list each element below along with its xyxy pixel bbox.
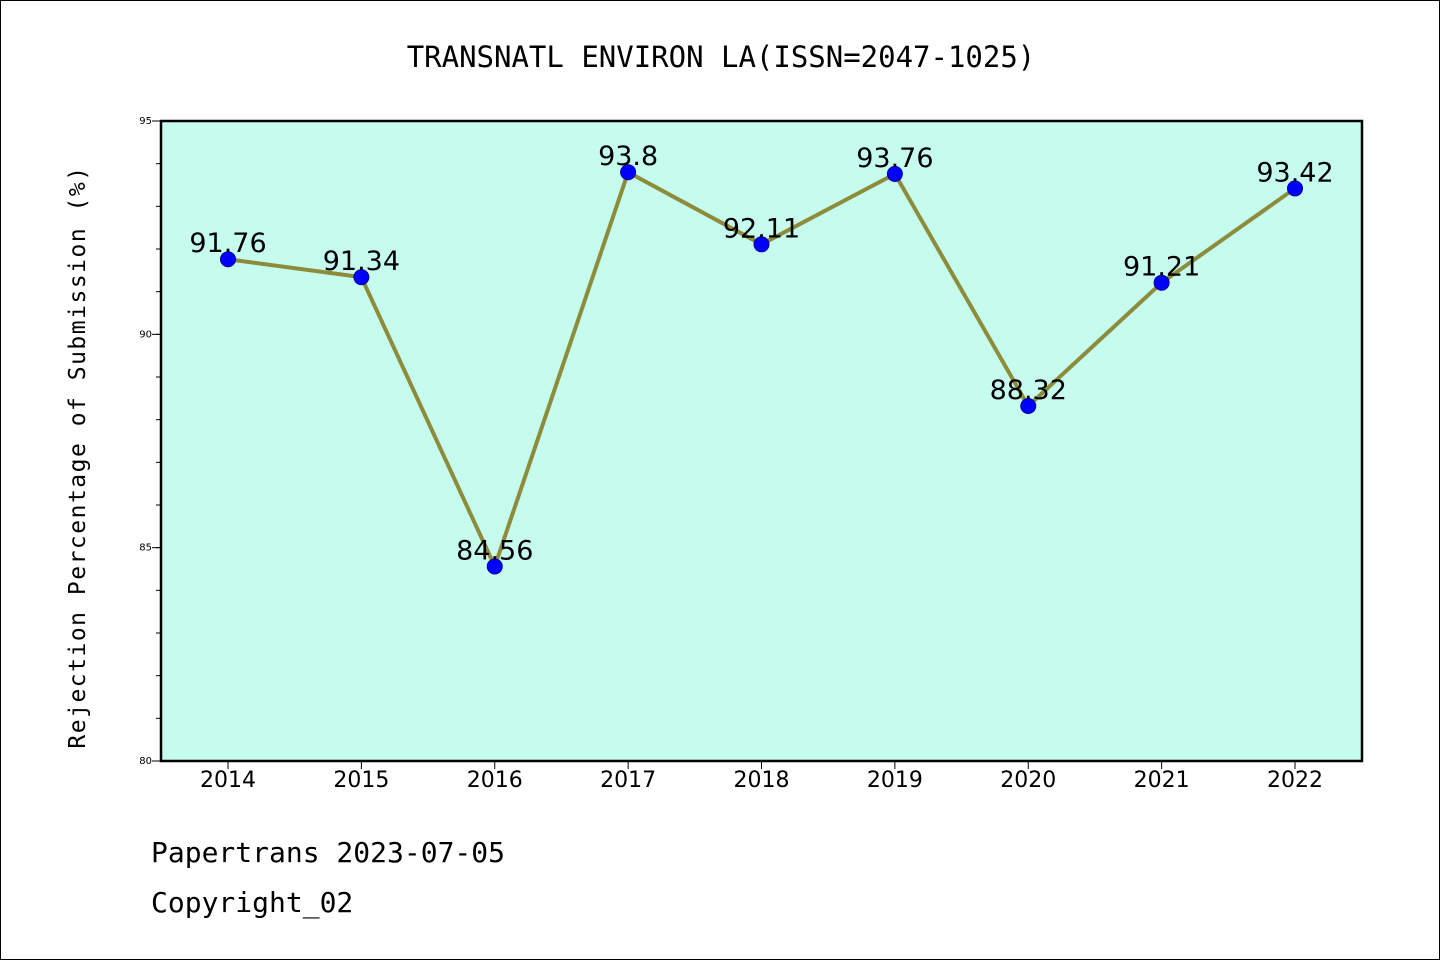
data-point (1153, 274, 1170, 291)
data-point (353, 269, 370, 286)
data-label: 91.34 (323, 246, 400, 277)
data-point (486, 558, 503, 575)
x-tick-label: 2016 (467, 768, 523, 793)
plot-area (161, 121, 1362, 761)
data-label: 93.8 (598, 141, 658, 172)
footer-date: Papertrans 2023-07-05 (151, 836, 506, 869)
plot-border (159, 119, 1364, 763)
chart-title: TRANSNATL ENVIRON LA(ISSN=2047-1025) (407, 40, 1036, 74)
x-tick-label: 2019 (867, 768, 923, 793)
y-axis-label: Rejection Percentage of Submission (%) (65, 165, 91, 748)
x-tick-label: 2017 (600, 768, 656, 793)
data-label: 91.21 (1123, 252, 1200, 283)
data-label: 93.76 (856, 143, 933, 174)
y-tick-label: 95 (139, 116, 152, 127)
y-tick-label: 85 (139, 543, 152, 554)
x-axis-ticks: 2014 2015 2016 2017 2018 2019 2020 2021 2022 (200, 761, 1323, 793)
data-point (1020, 398, 1037, 415)
data-point (1287, 180, 1303, 197)
data-point (220, 251, 236, 268)
data-label: 93.42 (1256, 157, 1333, 188)
data-labels: 91.76 91.34 84.56 93.8 92.11 93.76 88.32 91.21 9… (189, 141, 1333, 566)
footer-copyright: Copyright_02 (151, 886, 354, 919)
data-label: 92.11 (723, 213, 800, 244)
x-tick-label: 2014 (200, 768, 256, 793)
x-tick-label: 2015 (333, 768, 389, 793)
data-label: 84.56 (456, 535, 533, 566)
x-tick-label: 2020 (1000, 768, 1056, 793)
data-label: 88.32 (990, 375, 1067, 406)
data-point (886, 165, 903, 182)
x-tick-label: 2018 (734, 768, 790, 793)
x-tick-label: 2021 (1134, 768, 1190, 793)
y-axis-ticks: 80 85 90 95 (139, 116, 161, 767)
y-tick-label: 80 (139, 756, 152, 767)
data-point (753, 236, 770, 253)
y-tick-label: 90 (139, 329, 152, 340)
x-tick-label: 2022 (1267, 768, 1323, 793)
data-markers (220, 164, 1303, 575)
data-point (620, 164, 637, 181)
data-label: 91.76 (189, 228, 266, 259)
